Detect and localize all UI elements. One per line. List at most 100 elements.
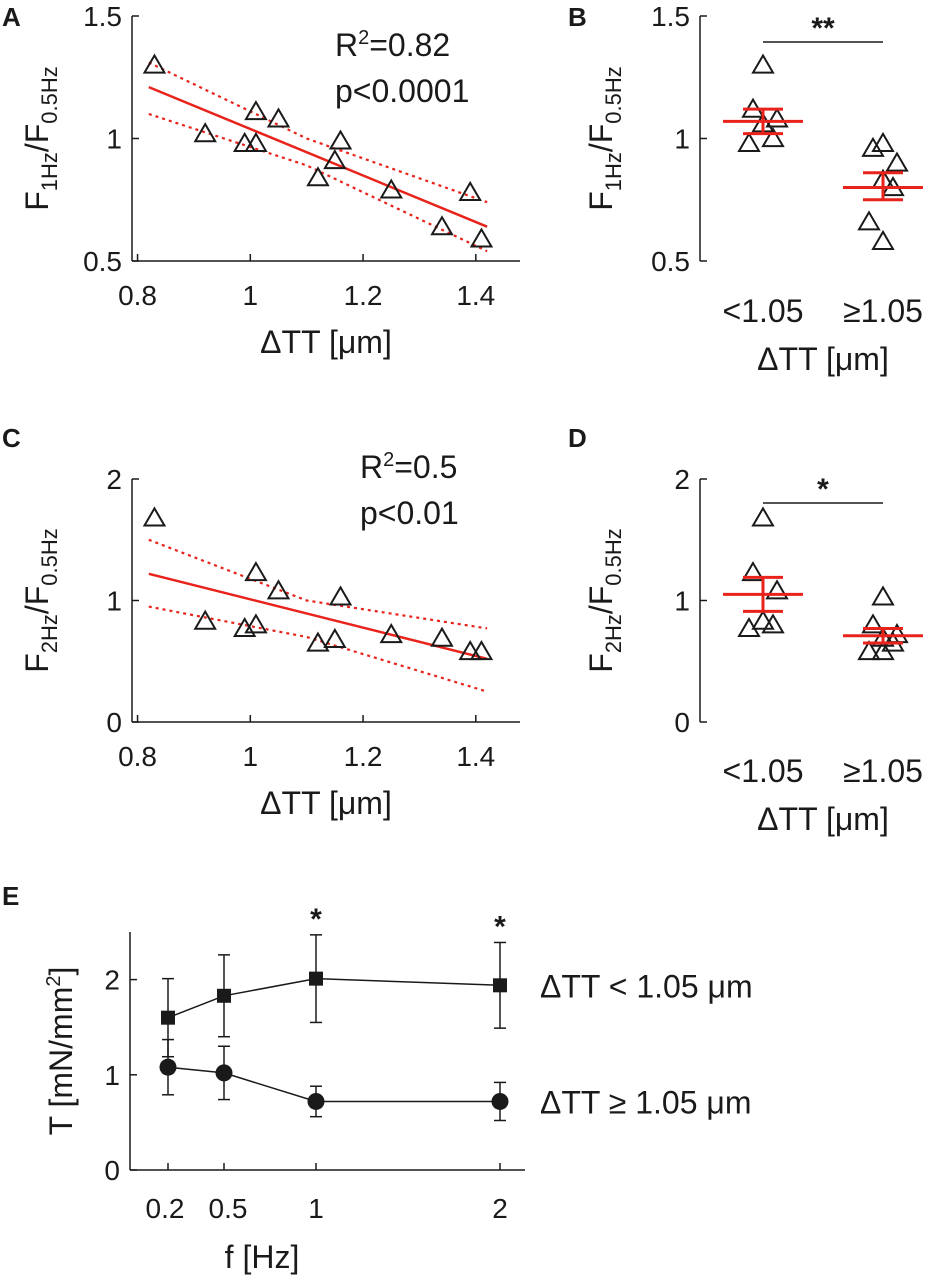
panel-a-data-point: [458, 180, 482, 201]
panel-d-category-label: <1.05: [723, 753, 804, 789]
panel-b-y-label-sub1: 1Hz: [601, 152, 626, 191]
panel-c-data-point: [193, 609, 217, 630]
panel-e-series-1-marker: [217, 988, 231, 1003]
panel-e-series-1-marker: [493, 978, 507, 993]
panel-a-data-point: [379, 178, 403, 199]
panel-b-data-point: [885, 151, 909, 172]
panel-d-data-point: [861, 613, 885, 634]
panel-e-y-tick-label: 1: [104, 1060, 120, 1091]
panel-c-ci-upper: [148, 538, 488, 630]
panel-e-series-1-marker: [309, 971, 323, 986]
panel-a-y-label-sub2: 0.5Hz: [37, 66, 62, 123]
panel-c-y-tick-label: 1: [106, 586, 122, 617]
panel-a: 0.5 1 1.5 0.8 1 1.2 1.4 R2=0.82 p<0.0001 ΔTT [μm]…: [19, 1, 520, 360]
panel-b-data-point: [871, 229, 895, 250]
panel-d-y-label-sub2: 0.5Hz: [601, 528, 626, 585]
panel-a-y-tick-label: 1.5: [83, 1, 122, 32]
panel-letter-c: C: [2, 423, 21, 453]
panel-d-y-tick-label: 2: [674, 464, 690, 495]
panel-b-data-point: [765, 107, 789, 128]
panel-d-significance-label: *: [817, 473, 829, 506]
panel-e-x-tick-label: 0.2: [146, 1193, 185, 1224]
panel-a-data-point: [323, 149, 347, 170]
panel-e-significance-label: *: [494, 910, 506, 943]
panel-e-significance-label: *: [310, 903, 322, 936]
panel-e-x-label: f [Hz]: [225, 1239, 300, 1275]
panel-a-r2-sup: 2: [358, 27, 369, 49]
panel-b: 0.5 1 1.5 <1.05 ≥1.05 ** ΔTT [μm] F1Hz/F0.5Hz: [583, 1, 923, 377]
panel-a-x-tick-label: 1.2: [344, 280, 383, 311]
panel-a-data-point: [244, 131, 268, 152]
panel-a-y-tick-label: 1: [106, 124, 122, 155]
panel-c-data-point: [142, 506, 167, 527]
panel-c-y-label-sub1: 2Hz: [37, 614, 62, 653]
panel-b-data-point: [861, 136, 885, 157]
panel-b-y-tick-label: 1: [674, 124, 690, 155]
panel-d-y-label: F2Hz/F0.5Hz: [583, 528, 626, 673]
panel-a-y-label: F1Hz/F0.5Hz: [19, 66, 62, 211]
panel-c-y-tick-label: 2: [106, 464, 122, 495]
panel-e-x-tick-label: 1: [308, 1193, 324, 1224]
panel-d-data-point: [871, 585, 895, 606]
panel-b-data-point: [751, 53, 775, 74]
panel-c-data-point: [469, 640, 494, 661]
panel-letter-b: B: [568, 2, 587, 32]
panel-d-y-tick-label: 1: [674, 586, 690, 617]
panel-b-y-label-main1: F: [583, 191, 619, 211]
panel-c-x-tick-label: 1.4: [456, 741, 495, 772]
panel-c-data-point: [379, 623, 403, 644]
panel-a-p-value: p<0.0001: [335, 73, 469, 109]
panel-e-y-label: T [mN/mm2]: [43, 967, 79, 1136]
panel-c-x-label: ΔTT [μm]: [260, 785, 392, 821]
panel-d-y-label-sub1: 2Hz: [601, 614, 626, 653]
panel-a-y-label-main2: /F: [19, 124, 55, 152]
panel-e-series-2-marker: [159, 1058, 177, 1076]
panel-a-r2-annotation: R2=0.82: [335, 27, 450, 63]
panel-c-r2-label: R: [360, 449, 383, 485]
panel-d-data-point: [761, 613, 785, 634]
panel-d-data-point: [857, 640, 881, 661]
panel-c-data-point: [244, 561, 268, 582]
panel-e-y-tick-label: 2: [104, 965, 120, 996]
panel-letter-e: E: [2, 881, 19, 911]
panel-d-data-point: [871, 640, 895, 661]
panel-a-x-tick-label: 1: [243, 280, 259, 311]
panel-d-data-point: [737, 616, 761, 638]
panel-b-y-label-sub2: 0.5Hz: [601, 66, 626, 123]
panel-c-fit-line: [148, 572, 488, 661]
panel-d-data-point: [751, 506, 775, 527]
panel-c-r2-value: =0.5: [394, 449, 457, 485]
panel-a-y-tick-label: 0.5: [83, 246, 122, 277]
panel-d-x-label: ΔTT [μm]: [757, 801, 889, 837]
panel-b-y-label-main2: /F: [583, 124, 619, 152]
panel-e-series-2-legend-label: ΔTT ≥ 1.05 μm: [540, 1084, 752, 1120]
panel-e-y-label-close: ]: [43, 967, 79, 976]
panel-b-data-point: [857, 210, 881, 231]
panel-b-significance-label: **: [811, 12, 835, 45]
panel-letter-d: D: [568, 423, 587, 453]
panel-d-y-tick-label: 0: [674, 707, 690, 738]
panel-e-series-1-line: [167, 977, 501, 1019]
panel-e: 0 1 2 0.2 0.5 1 2 ΔTT < 1.05 μm ΔTT ≥ 1.05 μm * * f…: [43, 903, 753, 1275]
panel-c-p-value: p<0.01: [360, 495, 459, 531]
panel-c-data-point: [244, 613, 268, 634]
panel-letter-a: A: [2, 2, 21, 32]
panel-a-data-point: [266, 107, 291, 128]
panel-a-x-label: ΔTT [μm]: [260, 324, 392, 360]
panel-e-x-tick-label: 0.5: [209, 1193, 248, 1224]
panel-d-data-point: [741, 561, 765, 582]
panel-c-data-point: [458, 640, 482, 661]
panel-c-y-label-main1: F: [19, 653, 55, 673]
panel-e-series-2-marker: [307, 1092, 325, 1110]
panel-e-y-label-sup: 2: [43, 976, 65, 987]
panel-b-data-point: [737, 131, 761, 152]
panel-c-data-point: [328, 585, 353, 606]
panel-a-fit-line: [148, 85, 488, 228]
panel-b-category-label: <1.05: [723, 293, 804, 329]
panel-c-x-tick-label: 0.8: [118, 741, 157, 772]
panel-a-y-label-sub1: 1Hz: [37, 152, 62, 191]
panel-c-data-point: [306, 631, 330, 652]
